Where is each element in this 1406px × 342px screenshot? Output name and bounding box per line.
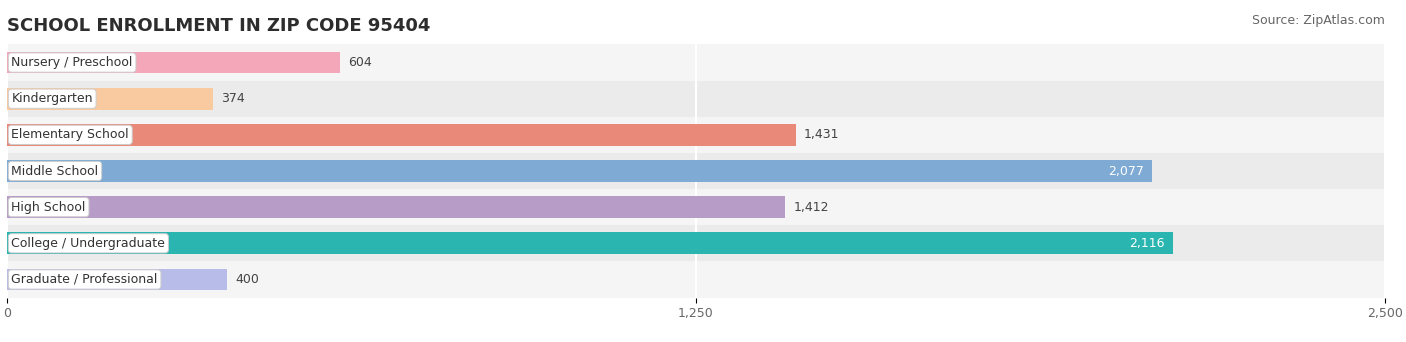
Text: Graduate / Professional: Graduate / Professional	[11, 273, 157, 286]
Bar	[7, 225, 1385, 261]
Text: Nursery / Preschool: Nursery / Preschool	[11, 56, 132, 69]
Bar	[7, 233, 1173, 254]
Bar	[7, 81, 1385, 117]
Bar	[7, 160, 1152, 182]
Text: Elementary School: Elementary School	[11, 128, 129, 141]
Bar	[7, 88, 214, 109]
Bar	[7, 44, 1385, 81]
Text: 400: 400	[236, 273, 260, 286]
Text: College / Undergraduate: College / Undergraduate	[11, 237, 166, 250]
Text: SCHOOL ENROLLMENT IN ZIP CODE 95404: SCHOOL ENROLLMENT IN ZIP CODE 95404	[7, 16, 430, 35]
Text: 2,077: 2,077	[1108, 165, 1143, 177]
Bar	[7, 117, 1385, 153]
Bar	[7, 261, 1385, 298]
Text: 1,412: 1,412	[793, 201, 830, 214]
Bar	[7, 52, 340, 74]
Bar	[7, 268, 228, 290]
Text: 1,431: 1,431	[804, 128, 839, 141]
Bar	[7, 124, 796, 146]
Text: Source: ZipAtlas.com: Source: ZipAtlas.com	[1251, 14, 1385, 27]
Text: Middle School: Middle School	[11, 165, 98, 177]
Bar	[7, 189, 1385, 225]
Text: Kindergarten: Kindergarten	[11, 92, 93, 105]
Text: 604: 604	[349, 56, 373, 69]
Text: 374: 374	[221, 92, 245, 105]
Text: High School: High School	[11, 201, 86, 214]
Bar	[7, 196, 786, 218]
Text: 2,116: 2,116	[1129, 237, 1166, 250]
Bar	[7, 153, 1385, 189]
